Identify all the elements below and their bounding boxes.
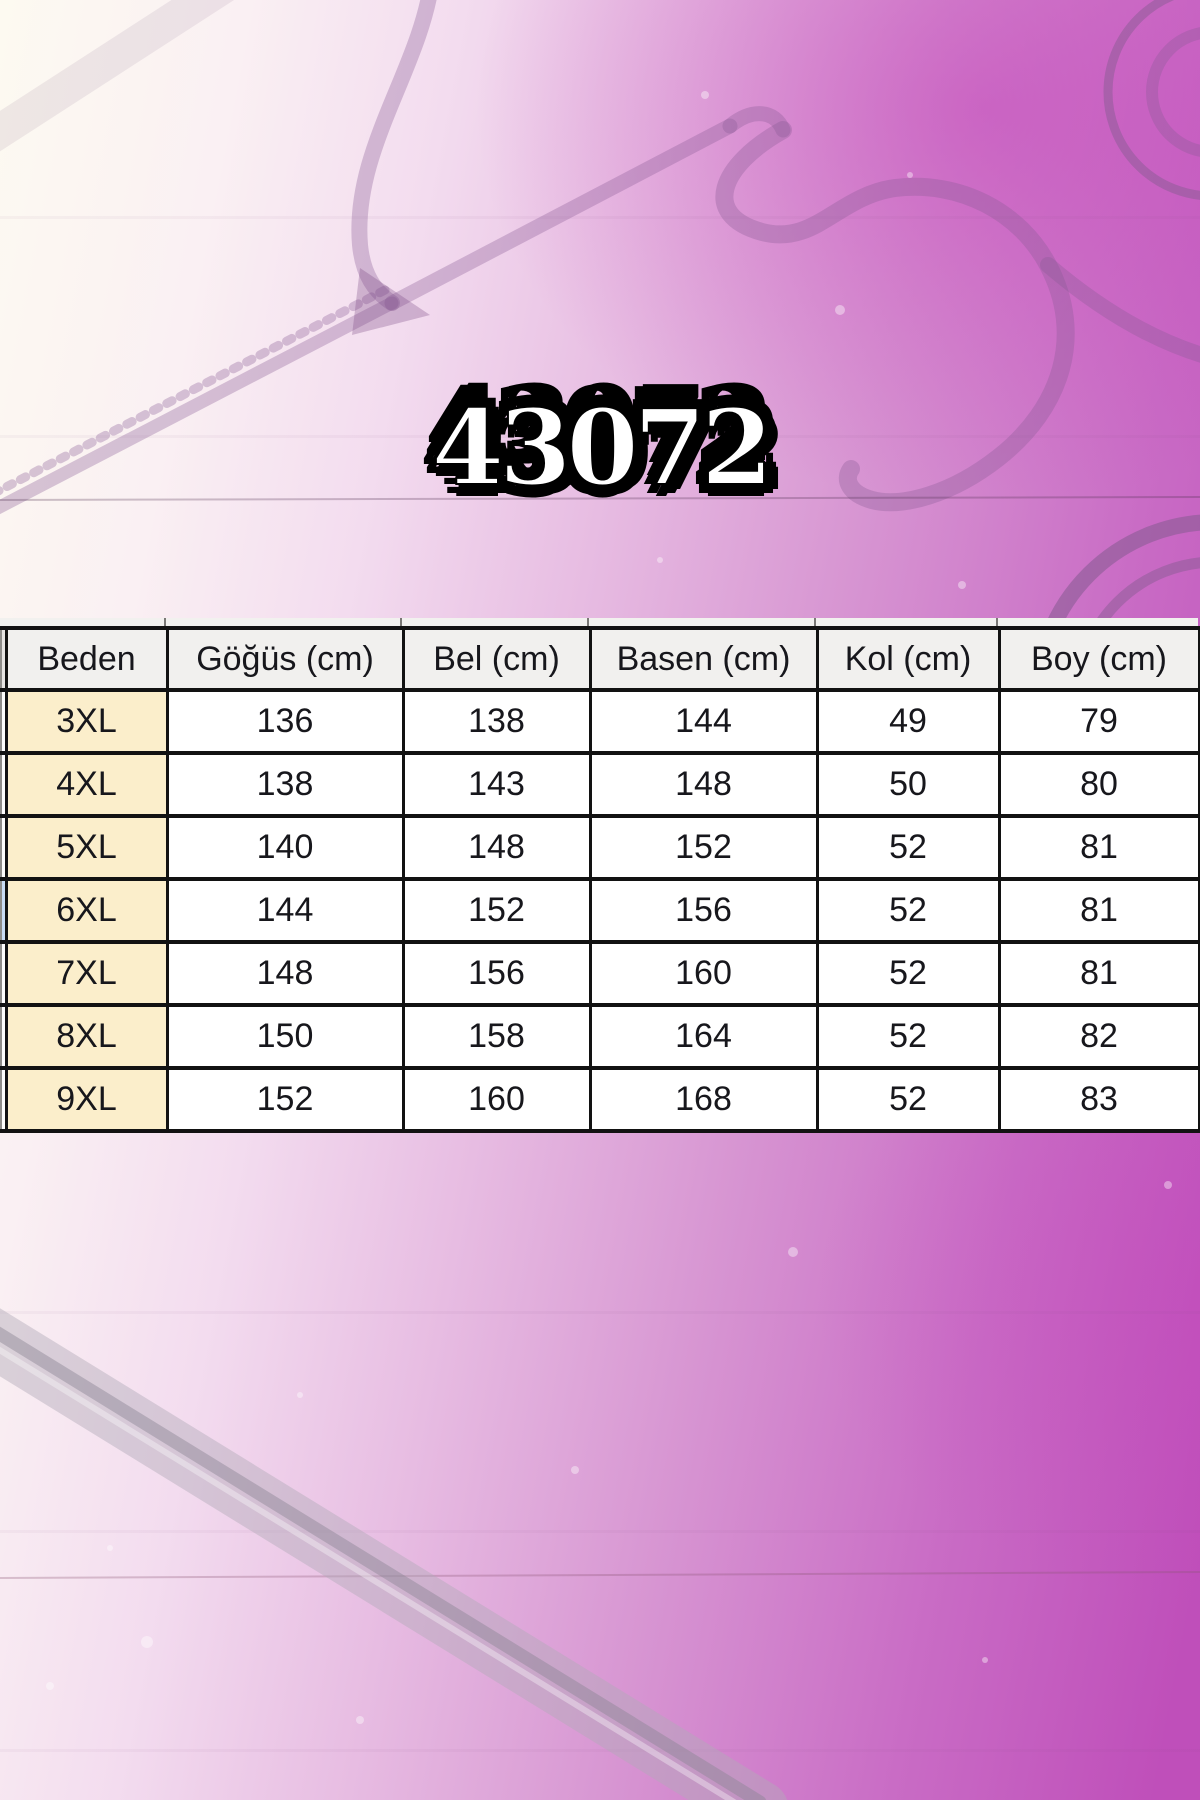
measurement-cell: 148 — [588, 751, 819, 818]
table-row: 5XL 140 148 152 52 81 — [1, 814, 1200, 881]
measurement-cell: 148 — [401, 814, 592, 881]
table-row: 8XL 150 158 164 52 82 — [1, 1003, 1200, 1070]
size-label-cell: 8XL — [4, 1003, 169, 1070]
measurement-cell: 52 — [815, 940, 1001, 1007]
measurement-cell: 49 — [815, 688, 1001, 755]
header-row: Beden Göğüs (cm) Bel (cm) Basen (cm) Kol… — [1, 626, 1200, 692]
size-label-cell: 3XL — [4, 688, 169, 755]
measurement-cell: 160 — [401, 1066, 592, 1133]
table-row: 9XL 152 160 168 52 83 — [1, 1066, 1200, 1133]
measurement-cell: 81 — [997, 940, 1200, 1007]
measurement-cell: 152 — [401, 877, 592, 944]
measurement-cell: 140 — [165, 814, 405, 881]
column-header-kol: Kol (cm) — [815, 626, 1001, 692]
measurement-cell: 80 — [997, 751, 1200, 818]
measurement-cell: 148 — [165, 940, 405, 1007]
measurement-cell: 50 — [815, 751, 1001, 818]
measurement-cell: 81 — [997, 877, 1200, 944]
measurement-cell: 143 — [401, 751, 592, 818]
measurement-cell: 168 — [588, 1066, 819, 1133]
measurement-cell: 156 — [401, 940, 592, 1007]
spreadsheet-edge-cell — [1, 1003, 8, 1070]
measurement-cell: 136 — [165, 688, 405, 755]
spreadsheet-edge-cell — [1, 940, 8, 1007]
table-row: 7XL 148 156 160 52 81 — [1, 940, 1200, 1007]
column-header-beden: Beden — [4, 626, 169, 692]
size-label-cell: 5XL — [4, 814, 169, 881]
column-header-boy: Boy (cm) — [997, 626, 1200, 692]
measurement-cell: 152 — [165, 1066, 405, 1133]
measurement-cell: 52 — [815, 814, 1001, 881]
speckles — [46, 91, 1172, 1724]
measurement-cell: 138 — [401, 688, 592, 755]
size-label-cell: 4XL — [4, 751, 169, 818]
table-row: 3XL 136 138 144 49 79 — [1, 688, 1200, 755]
measurement-cell: 144 — [588, 688, 819, 755]
measurement-cell: 81 — [997, 814, 1200, 881]
column-header-bel: Bel (cm) — [401, 626, 592, 692]
measurement-cell: 79 — [997, 688, 1200, 755]
measurement-cell: 152 — [588, 814, 819, 881]
measurement-cell: 160 — [588, 940, 819, 1007]
spreadsheet-edge-cell — [1, 1066, 8, 1133]
table-row: 4XL 138 143 148 50 80 — [1, 751, 1200, 818]
spreadsheet-edge-cell — [1, 688, 8, 755]
measurement-cell: 52 — [815, 1003, 1001, 1070]
spreadsheet-edge-cell — [1, 877, 8, 944]
measurement-cell: 158 — [401, 1003, 592, 1070]
spreadsheet-edge-cell — [1, 814, 8, 881]
column-header-basen: Basen (cm) — [588, 626, 819, 692]
column-header-gogus: Göğüs (cm) — [165, 626, 405, 692]
measurement-cell: 156 — [588, 877, 819, 944]
size-label-cell: 7XL — [4, 940, 169, 1007]
size-label-cell: 6XL — [4, 877, 169, 944]
spreadsheet-edge-cell — [1, 751, 8, 818]
table-row: 6XL 144 152 156 52 81 — [1, 877, 1200, 944]
measurement-cell: 82 — [997, 1003, 1200, 1070]
spreadsheet-edge-cell — [1, 626, 8, 692]
size-table: Beden Göğüs (cm) Bel (cm) Basen (cm) Kol… — [0, 626, 1200, 1133]
hanger-rod-icon — [0, 1308, 787, 1800]
measurement-cell: 144 — [165, 877, 405, 944]
measurement-cell: 164 — [588, 1003, 819, 1070]
size-label-cell: 9XL — [4, 1066, 169, 1133]
measurement-cell: 83 — [997, 1066, 1200, 1133]
measurement-cell: 150 — [165, 1003, 405, 1070]
product-code: 43072 — [431, 386, 775, 509]
spreadsheet-gridline-strip — [0, 618, 1198, 626]
measurement-cell: 52 — [815, 1066, 1001, 1133]
measurement-cell: 52 — [815, 877, 1001, 944]
measurement-cell: 138 — [165, 751, 405, 818]
